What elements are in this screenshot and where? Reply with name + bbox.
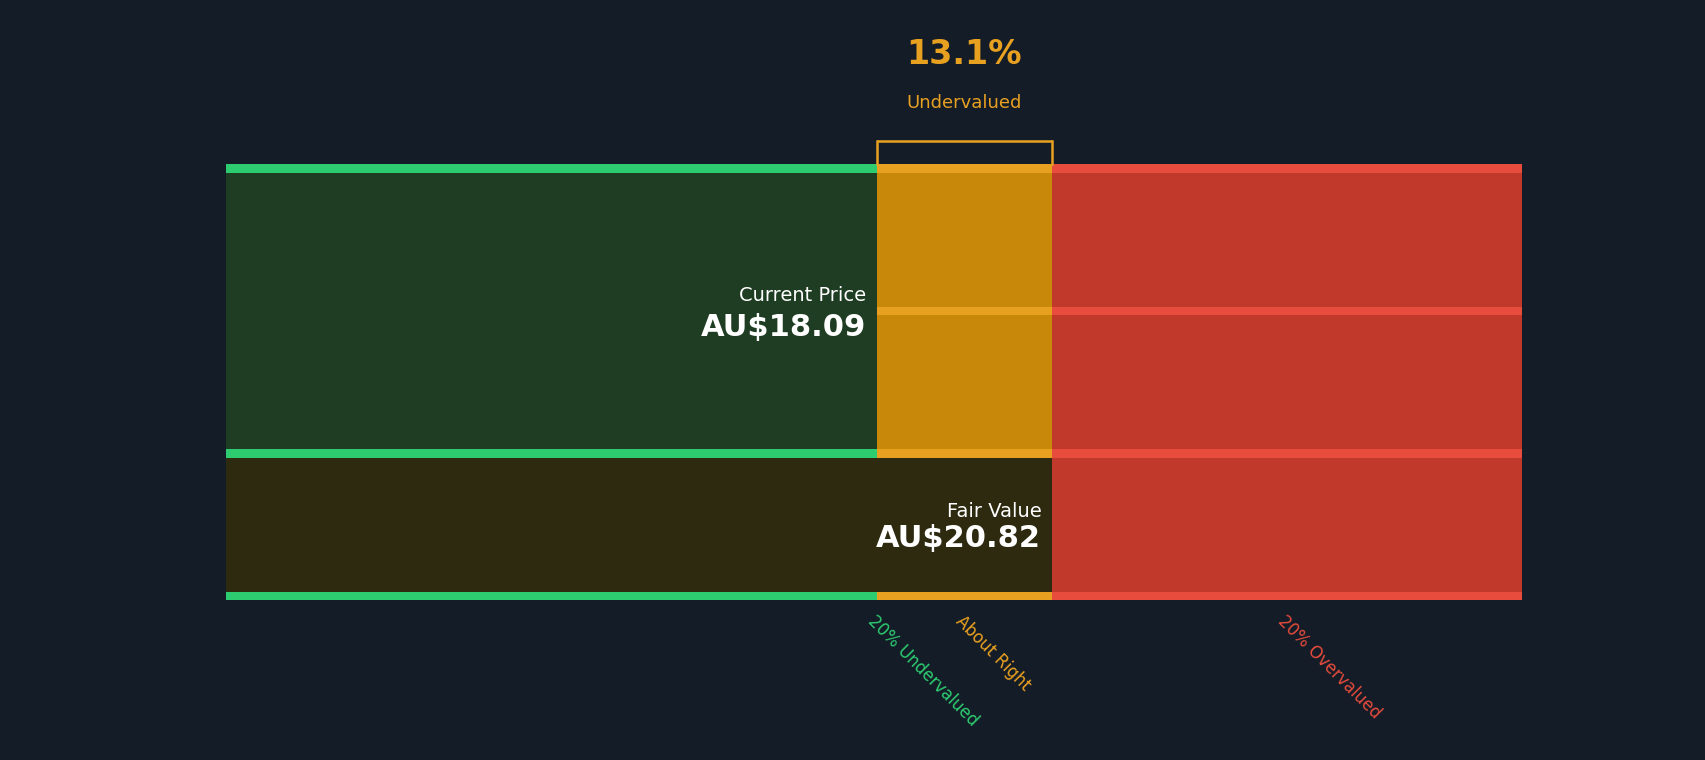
Bar (1052, 458, 1521, 592)
Bar (876, 449, 1052, 458)
Bar (227, 164, 876, 173)
Bar (227, 458, 1052, 592)
Bar (227, 458, 876, 592)
Text: AU$20.82: AU$20.82 (876, 524, 1040, 553)
Bar (227, 173, 876, 307)
Bar (227, 315, 876, 449)
Bar (876, 164, 1052, 173)
Text: Undervalued: Undervalued (905, 93, 1021, 112)
Bar (1052, 592, 1521, 600)
Text: 20% Undervalued: 20% Undervalued (864, 612, 980, 730)
Bar (876, 173, 1052, 307)
Bar (227, 173, 876, 449)
Bar (1052, 449, 1521, 458)
Bar (1052, 173, 1521, 307)
Bar (227, 449, 876, 458)
Text: 13.1%: 13.1% (905, 38, 1021, 71)
Bar (876, 307, 1052, 315)
Bar (227, 592, 876, 600)
Text: Current Price: Current Price (738, 286, 866, 305)
Text: AU$18.09: AU$18.09 (701, 312, 866, 342)
Bar (876, 458, 1052, 592)
Text: About Right: About Right (951, 612, 1033, 694)
Bar (876, 315, 1052, 449)
Text: 20% Overvalued: 20% Overvalued (1274, 612, 1384, 722)
Bar (1052, 307, 1521, 315)
Bar (227, 307, 876, 315)
Bar (1052, 315, 1521, 449)
Text: Fair Value: Fair Value (946, 502, 1040, 521)
Bar (876, 592, 1052, 600)
Bar (1052, 164, 1521, 173)
